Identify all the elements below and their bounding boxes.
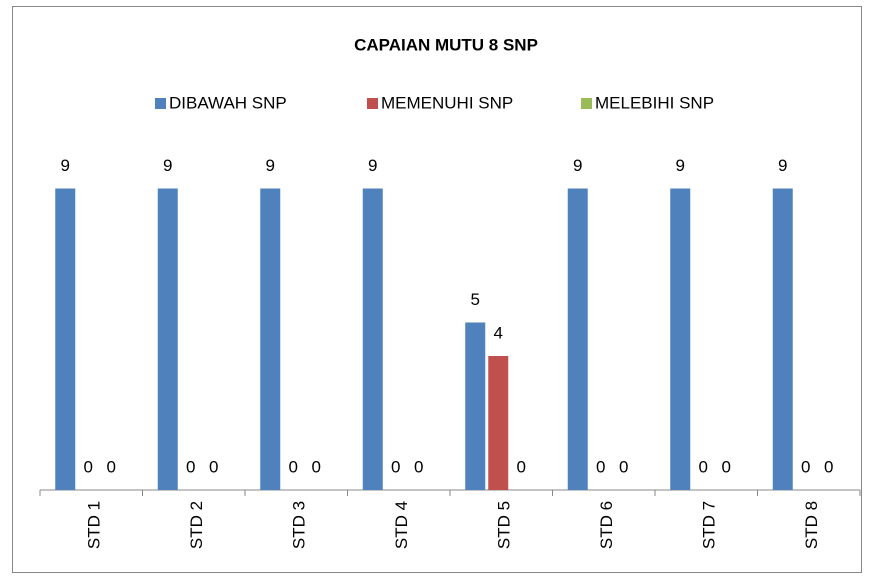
data-label: 9	[163, 156, 172, 175]
bar	[260, 188, 281, 490]
x-tick-label: STD 6	[597, 501, 616, 549]
data-label: 9	[573, 156, 582, 175]
bar	[772, 188, 793, 490]
chart-border	[12, 6, 862, 573]
data-label: 0	[414, 457, 423, 476]
data-label: 0	[619, 457, 628, 476]
legend-label: MELEBIHI SNP	[595, 93, 714, 112]
data-label: 0	[209, 457, 218, 476]
legend-label: DIBAWAH SNP	[169, 93, 287, 112]
data-label: 0	[289, 457, 298, 476]
bar	[567, 188, 588, 490]
bar	[488, 356, 509, 490]
data-label: 0	[699, 457, 708, 476]
data-label: 0	[186, 457, 195, 476]
legend-swatch	[367, 98, 378, 109]
bar	[55, 188, 76, 490]
data-label: 9	[266, 156, 275, 175]
bar	[362, 188, 383, 490]
data-label: 9	[676, 156, 685, 175]
data-label: 4	[494, 323, 503, 342]
data-label: 0	[824, 457, 833, 476]
legend-label: MEMENUHI SNP	[381, 93, 513, 112]
bar	[670, 188, 691, 490]
data-label: 0	[596, 457, 605, 476]
legend-swatch	[155, 98, 166, 109]
legend-swatch	[581, 98, 592, 109]
x-tick-label: STD 5	[495, 501, 514, 549]
x-tick-label: STD 8	[802, 501, 821, 549]
data-label: 5	[471, 290, 480, 309]
x-tick-label: STD 1	[85, 501, 104, 549]
x-tick-label: STD 4	[392, 501, 411, 549]
data-label: 0	[84, 457, 93, 476]
data-label: 0	[517, 457, 526, 476]
x-tick-label: STD 3	[290, 501, 309, 549]
chart-title: CAPAIAN MUTU 8 SNP	[354, 35, 538, 54]
x-tick-label: STD 2	[187, 501, 206, 549]
data-label: 9	[61, 156, 70, 175]
data-label: 9	[778, 156, 787, 175]
bar	[157, 188, 178, 490]
bar	[465, 322, 486, 490]
data-label: 0	[722, 457, 731, 476]
data-label: 0	[312, 457, 321, 476]
data-label: 0	[391, 457, 400, 476]
data-label: 9	[368, 156, 377, 175]
data-label: 0	[107, 457, 116, 476]
x-tick-label: STD 7	[700, 501, 719, 549]
data-label: 0	[801, 457, 810, 476]
